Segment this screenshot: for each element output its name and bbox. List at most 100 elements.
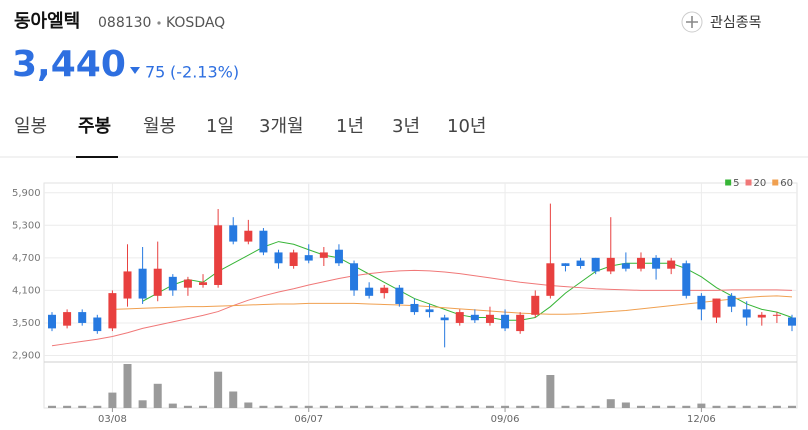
ma-line <box>142 241 793 321</box>
candle-body <box>78 312 87 323</box>
candle-body <box>485 314 494 323</box>
candle-body <box>757 314 766 318</box>
change-pct: (-2.13%) <box>170 63 239 82</box>
candle-body <box>576 260 585 266</box>
candle-body <box>153 268 162 296</box>
y-tick-label: 3,500 <box>12 318 41 329</box>
x-tick-label: 12/06 <box>687 414 716 425</box>
volume-bar <box>652 405 661 408</box>
candle-body <box>440 317 449 321</box>
candle-body <box>274 252 283 264</box>
volume-bar <box>259 405 268 408</box>
volume-bar <box>606 399 615 408</box>
volume-bar <box>168 403 177 408</box>
volume-bar <box>591 405 600 408</box>
candle-body <box>516 314 525 332</box>
tab[interactable]: 3개월 <box>259 116 304 137</box>
volume-bar <box>425 405 434 408</box>
volume-bar <box>727 405 736 408</box>
candle-body <box>380 287 389 294</box>
candle-body <box>138 268 147 299</box>
y-tick-label: 5,300 <box>12 220 41 231</box>
plus <box>686 16 698 28</box>
legend-label: 5 <box>733 178 739 189</box>
candle-body <box>123 271 132 299</box>
watch-label: 관심종목 <box>710 15 762 31</box>
candle-body <box>304 255 313 261</box>
ma-line <box>112 295 793 315</box>
volume-bar <box>183 405 192 408</box>
volume-bar <box>470 405 479 408</box>
price: 3,440 <box>12 44 126 85</box>
plus-icon <box>681 11 703 33</box>
tab[interactable]: 1년 <box>336 116 364 137</box>
volume-bar <box>712 405 721 408</box>
candle-body <box>183 279 192 288</box>
candle-body <box>229 225 238 242</box>
tab[interactable]: 10년 <box>447 116 486 137</box>
candle-body <box>244 230 253 242</box>
tab[interactable]: 일봉 <box>14 116 47 137</box>
separator-dot <box>157 21 161 25</box>
down-arrow <box>130 67 140 74</box>
volume-bar <box>636 405 645 408</box>
candle-body <box>636 257 645 269</box>
volume-bar <box>395 405 404 408</box>
candle-body <box>93 317 102 332</box>
volume-bar <box>108 392 117 408</box>
stock-code: 088130 <box>98 15 151 31</box>
chart-frame <box>43 182 798 409</box>
volume-bar <box>561 405 570 408</box>
volume-bar <box>516 405 525 408</box>
tab[interactable]: 3년 <box>392 116 420 137</box>
y-tick-label: 4,100 <box>12 285 41 296</box>
volume-bar <box>682 405 691 408</box>
candle-body <box>470 314 479 321</box>
watch-button[interactable]: 관심종목 <box>681 11 762 33</box>
volume-bar <box>319 405 328 408</box>
volume-bar <box>788 405 796 408</box>
volume-bar <box>334 405 343 408</box>
candle-body <box>727 295 736 307</box>
volume-bar <box>757 405 766 408</box>
volume-bar <box>485 405 494 408</box>
legend-label: 20 <box>754 178 767 189</box>
candle-body <box>606 257 615 272</box>
candle-body <box>108 293 117 329</box>
volume-bar <box>531 405 540 408</box>
candle-body <box>591 257 600 272</box>
candle-body <box>682 263 691 296</box>
candle-body <box>455 312 464 323</box>
candle-body <box>772 314 781 316</box>
candle-body <box>561 263 570 266</box>
candle-body <box>63 312 72 326</box>
volume-bar <box>48 405 56 408</box>
volume-bar <box>365 405 374 408</box>
volume-bar <box>455 405 464 408</box>
volume-bar <box>63 405 72 408</box>
candle-body <box>289 252 298 266</box>
legend-swatch <box>725 179 732 186</box>
ma-line <box>51 269 793 347</box>
change: 75 <box>145 63 165 82</box>
x-tick-label: 09/06 <box>491 414 520 425</box>
tab[interactable]: 1일 <box>206 116 234 137</box>
volume-bar <box>440 405 449 408</box>
volume-bar <box>667 405 676 408</box>
volume-bar <box>350 405 359 408</box>
volume-bar <box>123 364 132 408</box>
volume-bar <box>199 405 208 408</box>
volume-bar <box>274 405 283 408</box>
candle-body <box>410 303 419 313</box>
tab[interactable]: 주봉 <box>78 116 111 137</box>
y-tick-label: 2,900 <box>12 350 41 361</box>
legend-swatch <box>745 179 752 186</box>
volume-bar <box>304 405 313 408</box>
y-tick-label: 5,900 <box>12 188 41 199</box>
candle-body <box>199 282 208 285</box>
candle-body <box>259 230 268 253</box>
tab[interactable]: 월봉 <box>143 116 176 137</box>
volume-bar <box>93 405 102 408</box>
volume-bar <box>697 403 706 408</box>
